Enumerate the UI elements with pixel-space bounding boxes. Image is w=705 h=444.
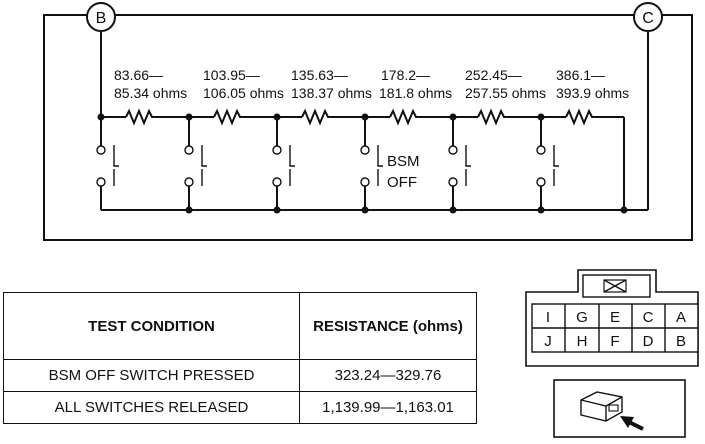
connector-body-icon <box>580 391 623 422</box>
resistor-6-value-line1: 386.1— <box>556 67 605 83</box>
resistor-zigzag <box>213 108 243 126</box>
junction-dots <box>97 113 628 214</box>
pin-label: H <box>577 333 588 350</box>
resistor-2: 103.95— 106.05 ohms <box>203 67 284 126</box>
table-row: BSM OFF SWITCH PRESSED 323.24—329.76 <box>3 359 477 392</box>
pin-label: A <box>676 309 686 326</box>
switch-contact <box>272 177 282 187</box>
resistor-1: 83.66— 85.34 ohms <box>114 67 187 126</box>
resistor-6-value-line2: 393.9 ohms <box>556 85 629 101</box>
header-test-condition: TEST CONDITION <box>3 292 300 360</box>
pin-label: F <box>610 333 619 350</box>
switch-actuator <box>465 145 471 167</box>
arrow-shaft <box>628 420 644 431</box>
header-resistance: RESISTANCE (ohms) <box>299 292 477 360</box>
switch-contact <box>184 177 194 187</box>
switch-bsm-off: BSM OFF <box>360 117 420 210</box>
switch-actuator <box>553 145 559 167</box>
junction-dot <box>185 113 193 121</box>
junction-dot <box>273 206 281 214</box>
connector-face: I G E C A J H F D B <box>525 269 699 367</box>
switch-contact <box>536 177 546 187</box>
row-condition: BSM OFF SWITCH PRESSED <box>3 359 300 392</box>
pin-label: I <box>546 309 550 326</box>
junction-dot <box>449 113 457 121</box>
resistor-2-value-line1: 103.95— <box>203 67 260 83</box>
resistor-4-value-line1: 178.2— <box>381 67 430 83</box>
terminal-b <box>86 2 116 32</box>
connector-view-icon <box>553 379 686 438</box>
resistor-5-value-line2: 257.55 ohms <box>465 85 546 101</box>
junction-dot <box>185 206 193 214</box>
row-resistance: 1,139.99—1,163.01 <box>299 391 477 424</box>
arrow-head-icon <box>620 416 634 428</box>
diagram-frame <box>43 14 693 241</box>
resistor-3: 135.63— 138.37 ohms <box>291 67 372 126</box>
terminal-c <box>633 2 663 32</box>
junction-dot <box>97 113 105 121</box>
switch-actuator <box>377 145 383 167</box>
pin-label: D <box>643 333 654 350</box>
switch-contact <box>272 145 282 155</box>
switch-2 <box>184 117 207 210</box>
resistor-3-value-line2: 138.37 ohms <box>291 85 372 101</box>
table-row: ALL SWITCHES RELEASED 1,139.99—1,163.01 <box>3 391 477 424</box>
switch-contact <box>360 145 370 155</box>
bsm-label-line1: BSM <box>387 153 420 170</box>
terminal-b-label: B <box>96 10 107 27</box>
switch-actuator <box>289 145 295 167</box>
resistor-zigzag <box>477 108 507 126</box>
switch-actuator <box>113 145 119 167</box>
resistor-2-value-line2: 106.05 ohms <box>203 85 284 101</box>
resistor-5-value-line1: 252.45— <box>465 67 522 83</box>
switch-contact <box>448 177 458 187</box>
junction-dot <box>361 113 369 121</box>
connector-lock-x <box>603 279 627 293</box>
row-resistance: 323.24—329.76 <box>299 359 477 392</box>
terminal-c-label: C <box>642 10 654 27</box>
junction-dot <box>620 206 628 214</box>
resistor-5: 252.45— 257.55 ohms <box>465 67 546 126</box>
pin-label: B <box>676 333 686 350</box>
resistor-1-value-line1: 83.66— <box>114 67 163 83</box>
switch-contact <box>184 145 194 155</box>
junction-dot <box>273 113 281 121</box>
switch-contact <box>448 145 458 155</box>
resistor-3-value-line1: 135.63— <box>291 67 348 83</box>
table-header-row: TEST CONDITION RESISTANCE (ohms) <box>3 292 477 360</box>
pin-label: C <box>643 309 654 326</box>
pin-label: G <box>576 309 588 326</box>
test-condition-table: TEST CONDITION RESISTANCE (ohms) BSM OFF… <box>3 292 477 424</box>
switch-contact <box>536 145 546 155</box>
switch-contact <box>96 177 106 187</box>
pin-label: J <box>544 333 552 350</box>
resistor-1-value-line2: 85.34 ohms <box>114 85 187 101</box>
junction-dot <box>537 113 545 121</box>
resistor-zigzag <box>565 108 595 126</box>
resistor-6: 386.1— 393.9 ohms <box>556 67 629 126</box>
resistor-zigzag <box>125 108 155 126</box>
switch-contact <box>360 177 370 187</box>
resistor-4: 178.2— 181.8 ohms <box>379 67 452 126</box>
bsm-label-line2: OFF <box>387 174 417 191</box>
switch-actuator <box>201 145 207 167</box>
switch-1 <box>96 117 119 210</box>
junction-dot <box>449 206 457 214</box>
switch-5 <box>448 117 471 210</box>
resistor-zigzag <box>389 108 419 126</box>
connector-face-slot <box>608 404 619 412</box>
resistor-zigzag <box>301 108 331 126</box>
pin-label: E <box>610 309 620 326</box>
junction-dot <box>361 206 369 214</box>
switch-contact <box>96 145 106 155</box>
switch-3 <box>272 117 295 210</box>
resistor-4-value-line2: 181.8 ohms <box>379 85 452 101</box>
switch-6 <box>536 117 559 210</box>
junction-dot <box>537 206 545 214</box>
connector-body-edge <box>580 396 623 421</box>
row-condition: ALL SWITCHES RELEASED <box>3 391 300 424</box>
